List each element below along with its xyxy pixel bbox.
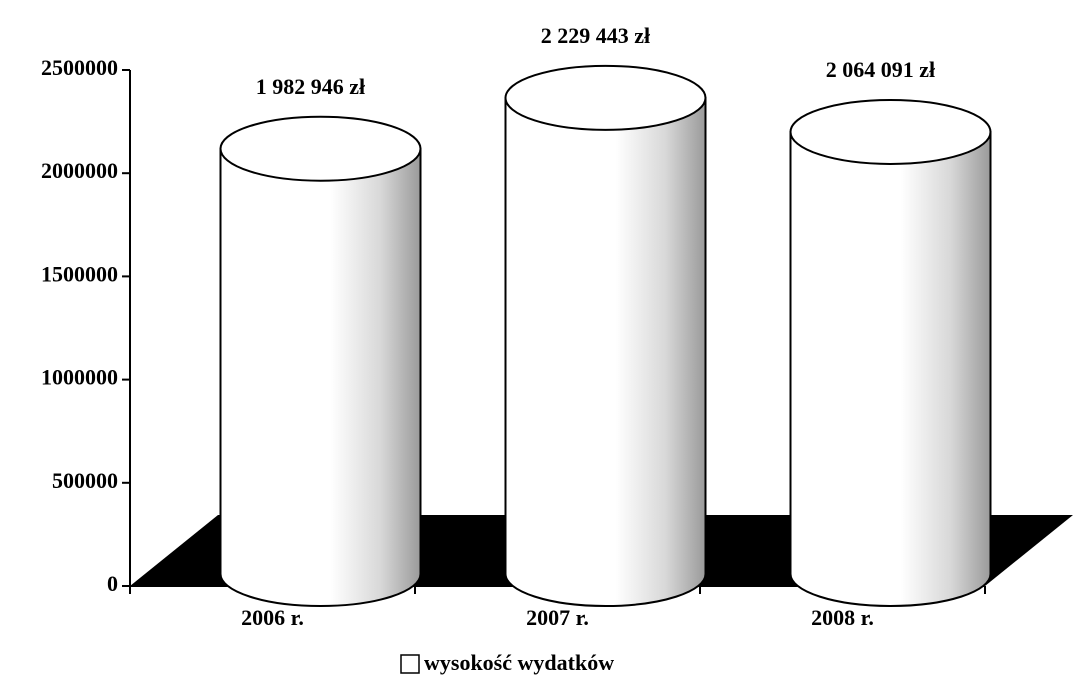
cylinder	[789, 130, 992, 607]
y-tick-label: 2500000	[41, 55, 118, 80]
y-tick-label: 0	[107, 571, 118, 596]
y-tick-label: 1000000	[41, 365, 118, 390]
cylinder	[504, 96, 707, 607]
value-label: 1 982 946 zł	[256, 74, 365, 99]
cylinder	[219, 147, 422, 607]
legend-label: wysokość wydatków	[424, 650, 614, 675]
cylinder-top	[789, 98, 992, 165]
y-tick-label: 1500000	[41, 261, 118, 286]
x-tick-label: 2007 r.	[526, 605, 589, 630]
x-tick-label: 2008 r.	[811, 605, 874, 630]
cylinder-top	[219, 115, 422, 182]
x-tick-label: 2006 r.	[241, 605, 304, 630]
legend-swatch	[400, 654, 420, 674]
value-label: 2 229 443 zł	[541, 23, 650, 48]
y-tick-label: 2000000	[41, 158, 118, 183]
y-tick-label: 500000	[52, 468, 118, 493]
cylinder-top	[504, 64, 707, 131]
value-label: 2 064 091 zł	[826, 57, 935, 82]
